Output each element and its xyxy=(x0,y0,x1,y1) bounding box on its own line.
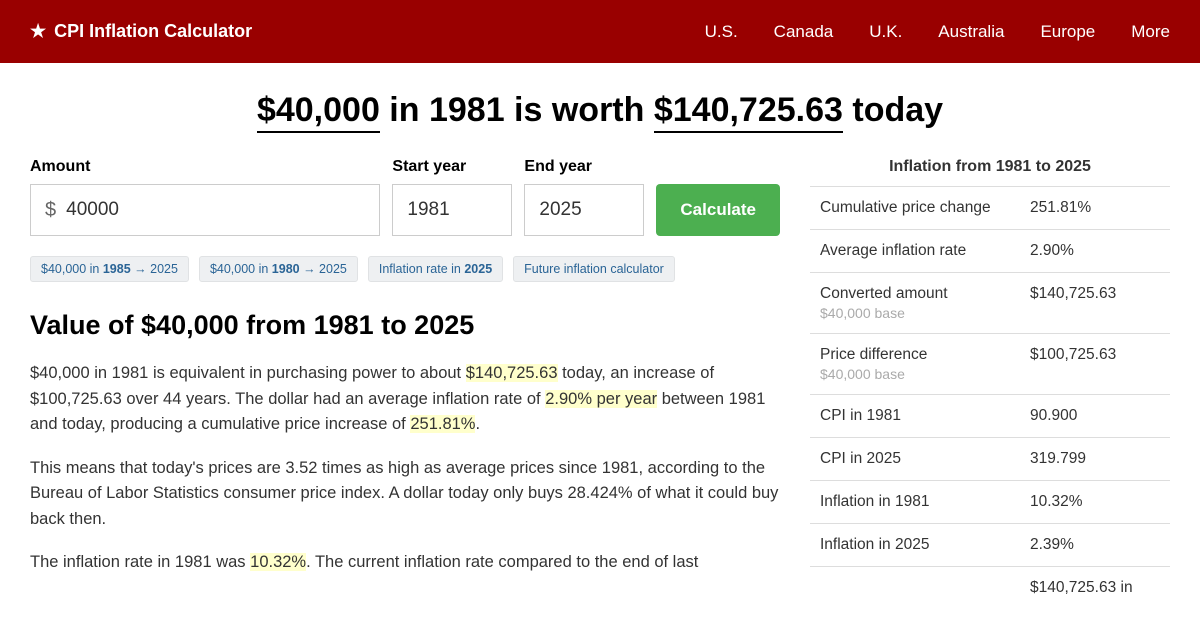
calculate-button[interactable]: Calculate xyxy=(656,184,780,236)
sidebar-title: Inflation from 1981 to 2025 xyxy=(810,158,1170,186)
nav-us[interactable]: U.S. xyxy=(705,22,738,42)
headline-amount-from: $40,000 xyxy=(257,91,380,133)
stat-row: Average inflation rate2.90% xyxy=(810,229,1170,272)
chip-1980[interactable]: $40,000 in 1980 → 2025 xyxy=(199,256,358,282)
site-logo[interactable]: ★ CPI Inflation Calculator xyxy=(30,21,252,42)
end-year-label: End year xyxy=(524,158,644,176)
page-headline: $40,000 in 1981 is worth $140,725.63 tod… xyxy=(30,91,1170,130)
main-content: $40,000 in 1981 is worth $140,725.63 tod… xyxy=(0,63,1200,609)
top-nav: U.S. Canada U.K. Australia Europe More xyxy=(705,22,1170,42)
chip-1985[interactable]: $40,000 in 1985 → 2025 xyxy=(30,256,189,282)
stat-value: 10.32% xyxy=(1030,493,1160,511)
amount-input[interactable]: $ 40000 xyxy=(30,184,380,236)
stat-row: Inflation in 20252.39% xyxy=(810,523,1170,566)
paragraph-1: $40,000 in 1981 is equivalent in purchas… xyxy=(30,361,780,438)
stat-value: 319.799 xyxy=(1030,450,1160,468)
start-year-input[interactable]: 1981 xyxy=(392,184,512,236)
star-icon: ★ xyxy=(30,21,46,42)
stat-label: CPI in 2025 xyxy=(820,450,1030,468)
stat-label: CPI in 1981 xyxy=(820,407,1030,425)
section-title: Value of $40,000 from 1981 to 2025 xyxy=(30,310,780,341)
stat-value: $100,725.63 xyxy=(1030,346,1160,382)
chip-rate-2025[interactable]: Inflation rate in 2025 xyxy=(368,256,503,282)
stat-label xyxy=(820,579,1030,597)
nav-europe[interactable]: Europe xyxy=(1040,22,1095,42)
chip-future[interactable]: Future inflation calculator xyxy=(513,256,675,282)
sidebar: Inflation from 1981 to 2025 Cumulative p… xyxy=(810,158,1170,609)
nav-uk[interactable]: U.K. xyxy=(869,22,902,42)
stat-label: Cumulative price change xyxy=(820,199,1030,217)
stat-row: Inflation in 198110.32% xyxy=(810,480,1170,523)
paragraph-2: This means that today's prices are 3.52 … xyxy=(30,456,780,533)
stat-label: Average inflation rate xyxy=(820,242,1030,260)
stat-row: CPI in 2025319.799 xyxy=(810,437,1170,480)
stat-row: $140,725.63 in xyxy=(810,566,1170,609)
stat-sublabel: $40,000 base xyxy=(820,366,1030,382)
left-column: Amount $ 40000 Start year 1981 End year … xyxy=(30,158,780,609)
stat-label: Price difference$40,000 base xyxy=(820,346,1030,382)
stat-value: $140,725.63 in xyxy=(1030,579,1160,597)
nav-more[interactable]: More xyxy=(1131,22,1170,42)
stat-label: Inflation in 1981 xyxy=(820,493,1030,511)
amount-value: 40000 xyxy=(66,199,119,221)
stat-value: 2.39% xyxy=(1030,536,1160,554)
start-year-label: Start year xyxy=(392,158,512,176)
stat-label: Converted amount$40,000 base xyxy=(820,285,1030,321)
end-year-input[interactable]: 2025 xyxy=(524,184,644,236)
stat-value: $140,725.63 xyxy=(1030,285,1160,321)
brand-name: CPI Inflation Calculator xyxy=(54,21,252,42)
calculator-form: Amount $ 40000 Start year 1981 End year … xyxy=(30,158,780,236)
paragraph-3: The inflation rate in 1981 was 10.32%. T… xyxy=(30,550,780,576)
stat-value: 2.90% xyxy=(1030,242,1160,260)
stat-sublabel: $40,000 base xyxy=(820,305,1030,321)
stat-row: Cumulative price change251.81% xyxy=(810,186,1170,229)
stat-row: CPI in 198190.900 xyxy=(810,394,1170,437)
currency-prefix: $ xyxy=(45,199,56,222)
header-bar: ★ CPI Inflation Calculator U.S. Canada U… xyxy=(0,0,1200,63)
stat-row: Price difference$40,000 base$100,725.63 xyxy=(810,333,1170,394)
stat-label: Inflation in 2025 xyxy=(820,536,1030,554)
amount-label: Amount xyxy=(30,158,380,176)
stat-value: 251.81% xyxy=(1030,199,1160,217)
headline-amount-to: $140,725.63 xyxy=(654,91,843,133)
stats-table: Cumulative price change251.81%Average in… xyxy=(810,186,1170,609)
stat-value: 90.900 xyxy=(1030,407,1160,425)
stat-row: Converted amount$40,000 base$140,725.63 xyxy=(810,272,1170,333)
nav-australia[interactable]: Australia xyxy=(938,22,1004,42)
nav-canada[interactable]: Canada xyxy=(774,22,834,42)
related-chips: $40,000 in 1985 → 2025 $40,000 in 1980 →… xyxy=(30,256,780,282)
